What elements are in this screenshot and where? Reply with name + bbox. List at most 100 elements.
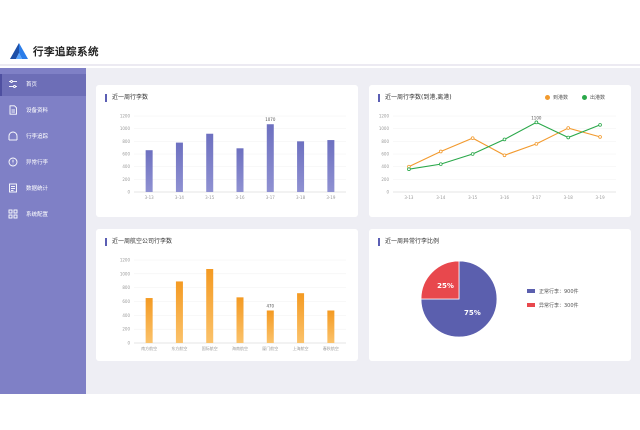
sidebar-item-label: 设备资料 bbox=[26, 108, 49, 114]
main-content: 近一周行李数 0 200 400 600 800 1000 1200 3-13 3-14 3-15… bbox=[86, 68, 640, 394]
x-tick-label: 上海航空 bbox=[293, 345, 309, 351]
x-tick-label: 东方航空 bbox=[171, 345, 187, 351]
bar bbox=[266, 310, 274, 343]
alert-icon bbox=[8, 157, 18, 167]
sidebar-item-statistics[interactable]: 数据统计 bbox=[0, 178, 86, 200]
y-tick-label: 400 bbox=[381, 164, 389, 169]
bar bbox=[236, 148, 244, 192]
abnormal-pie-chart: 75% 正常行李：900件 25% 异常行李：300件 bbox=[420, 260, 579, 338]
sidebar-item-devices[interactable]: 设备资料 bbox=[0, 100, 86, 122]
footer bbox=[0, 394, 640, 430]
weekly-luggage-card: 近一周行李数 0 200 400 600 800 1000 1200 3-13 3-14 3-15… bbox=[96, 85, 358, 217]
sidebar-item-home[interactable]: 首页 bbox=[0, 74, 86, 96]
y-tick-label: 0 bbox=[127, 341, 130, 346]
y-tick-label: 800 bbox=[122, 139, 130, 144]
pie-slice bbox=[420, 260, 460, 300]
y-tick-label: 200 bbox=[122, 177, 130, 182]
x-tick-label: 3-13 bbox=[145, 195, 155, 200]
legend-dot bbox=[582, 95, 587, 100]
sidebar-item-label: 系统配置 bbox=[26, 212, 49, 218]
x-tick-label: 3-16 bbox=[500, 195, 510, 200]
y-tick-label: 1000 bbox=[120, 126, 131, 131]
sliders-icon bbox=[9, 80, 17, 88]
data-label: 1100 bbox=[531, 115, 542, 120]
data-point bbox=[438, 149, 443, 154]
report-icon bbox=[9, 183, 17, 193]
bar bbox=[206, 133, 214, 192]
airline-bar-chart: 0 200 400 600 800 1000 1200 南方航空 东方航空 国际航空 海南航空 厦门航… bbox=[120, 258, 346, 351]
inout-luggage-card: 近一周行李数(到港,离港) 到港数 出港数 0 200 400 600 800 1000 1… bbox=[369, 85, 631, 217]
data-point bbox=[566, 135, 571, 140]
x-tick-label: 海南航空 bbox=[232, 345, 248, 351]
data-point bbox=[438, 162, 443, 166]
weekly-bar-chart: 0 200 400 600 800 1000 1200 3-13 3-14 3-15 3-16 3-1… bbox=[120, 114, 346, 200]
y-tick-label: 800 bbox=[381, 139, 389, 144]
x-tick-label: 3-19 bbox=[326, 195, 336, 200]
bar bbox=[327, 140, 335, 192]
legend-label: 正常行李：900件 bbox=[539, 288, 579, 295]
y-tick-label: 200 bbox=[122, 327, 130, 332]
y-tick-label: 1000 bbox=[120, 271, 131, 276]
sidebar-item-settings[interactable]: 系统配置 bbox=[0, 204, 86, 226]
y-tick-label: 400 bbox=[122, 164, 130, 169]
sidebar: 首页 设备资料 行李追踪 异常行李 数据统计 系统配置 bbox=[0, 68, 86, 394]
y-tick-label: 400 bbox=[122, 313, 130, 318]
document-icon bbox=[9, 105, 17, 115]
data-point bbox=[534, 120, 539, 125]
bar bbox=[266, 124, 274, 192]
y-tick-label: 0 bbox=[386, 190, 389, 195]
app-title: 行李追踪系统 bbox=[33, 46, 99, 58]
bar bbox=[327, 310, 335, 343]
bar bbox=[297, 293, 305, 343]
data-point bbox=[534, 142, 539, 146]
card-title: 近一周行李数 bbox=[105, 94, 148, 102]
bar bbox=[175, 142, 183, 192]
x-tick-label: 3-14 bbox=[436, 195, 446, 200]
legend-arrive: 到港数 bbox=[545, 94, 568, 101]
sidebar-item-tracking[interactable]: 行李追踪 bbox=[0, 126, 86, 148]
sidebar-item-abnormal[interactable]: 异常行李 bbox=[0, 152, 86, 174]
sidebar-item-label: 行李追踪 bbox=[26, 134, 49, 140]
slice-label: 25% bbox=[437, 282, 454, 290]
data-label: 470 bbox=[266, 303, 274, 308]
x-tick-label: 3-18 bbox=[296, 195, 306, 200]
inout-line-chart: 0 200 400 600 800 1000 1200 3-13 3-14 3-15 3-16 3-1… bbox=[379, 114, 616, 200]
legend-label: 到港数 bbox=[553, 95, 569, 101]
y-tick-label: 1200 bbox=[379, 114, 390, 119]
data-point bbox=[598, 135, 602, 139]
sidebar-item-label: 首页 bbox=[26, 82, 38, 88]
bar bbox=[145, 150, 153, 192]
y-tick-label: 600 bbox=[122, 299, 130, 304]
bar bbox=[236, 297, 244, 343]
data-point bbox=[502, 153, 507, 158]
luggage-icon bbox=[8, 131, 18, 141]
x-tick-label: 厦门航空 bbox=[262, 345, 278, 351]
header: 行李追踪系统 bbox=[0, 0, 640, 66]
legend-swatch bbox=[527, 289, 535, 293]
data-point bbox=[470, 152, 475, 156]
card-title: 近一周异常行李比例 bbox=[378, 238, 439, 246]
x-tick-label: 3-14 bbox=[175, 195, 185, 200]
x-tick-label: 春秋航空 bbox=[323, 345, 339, 351]
bar bbox=[145, 298, 153, 343]
x-tick-label: 3-15 bbox=[205, 195, 215, 200]
bar bbox=[175, 281, 183, 343]
legend-dot bbox=[545, 95, 550, 100]
x-tick-label: 国际航空 bbox=[202, 345, 218, 351]
y-tick-label: 800 bbox=[122, 285, 130, 290]
y-tick-label: 1200 bbox=[120, 258, 131, 263]
legend-label: 异常行李：300件 bbox=[539, 302, 579, 309]
legend-swatch bbox=[527, 303, 535, 307]
x-tick-label: 3-19 bbox=[596, 195, 606, 200]
data-point bbox=[407, 167, 411, 171]
y-tick-label: 0 bbox=[127, 190, 130, 195]
x-tick-label: 3-17 bbox=[266, 195, 276, 200]
grid-icon bbox=[8, 209, 18, 219]
series-line bbox=[408, 127, 601, 168]
y-tick-label: 600 bbox=[122, 152, 130, 157]
y-tick-label: 200 bbox=[381, 177, 389, 182]
pie-slice bbox=[420, 260, 498, 338]
data-point bbox=[470, 136, 475, 140]
x-tick-label: 3-15 bbox=[468, 195, 478, 200]
bar bbox=[206, 268, 214, 343]
